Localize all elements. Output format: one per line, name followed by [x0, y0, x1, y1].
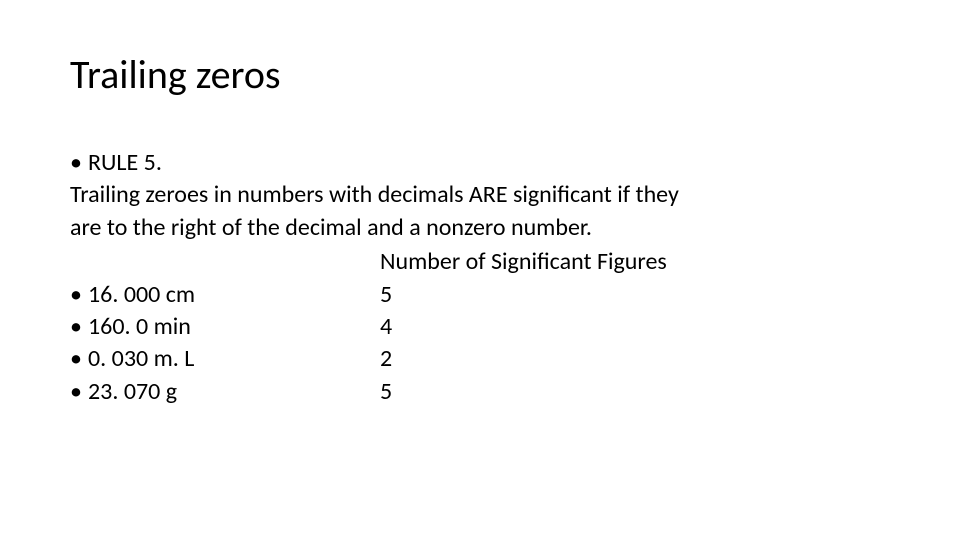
bullet-icon: • — [70, 279, 88, 311]
bullet-icon: • — [70, 376, 88, 408]
example-count: 2 — [380, 343, 392, 375]
bullet-icon: • — [70, 343, 88, 375]
slide-body: • RULE 5. Trailing zeroes in numbers wit… — [70, 147, 890, 408]
header-spacer — [70, 246, 380, 278]
example-value: 160. 0 min — [88, 311, 191, 343]
rule-label: RULE 5. — [88, 147, 162, 179]
example-value: 16. 000 cm — [88, 279, 195, 311]
rule-text-line-2: are to the right of the decimal and a no… — [70, 212, 890, 244]
example-value: 0. 030 m. L — [88, 343, 194, 375]
example-row: • 23. 070 g 5 — [70, 376, 890, 408]
example-count: 4 — [380, 311, 392, 343]
rule-text-line-1: Trailing zeroes in numbers with decimals… — [70, 179, 890, 211]
example-row: • 160. 0 min 4 — [70, 311, 890, 343]
example-count: 5 — [380, 376, 392, 408]
bullet-icon: • — [70, 311, 88, 343]
slide-title: Trailing zeros — [70, 50, 890, 99]
count-header-row: Number of Significant Figures — [70, 246, 890, 278]
count-header: Number of Significant Figures — [380, 246, 667, 278]
example-row: • 16. 000 cm 5 — [70, 279, 890, 311]
rule-bullet-line: • RULE 5. — [70, 147, 890, 179]
example-count: 5 — [380, 279, 392, 311]
example-row: • 0. 030 m. L 2 — [70, 343, 890, 375]
bullet-icon: • — [70, 147, 88, 179]
example-value: 23. 070 g — [88, 376, 177, 408]
slide: Trailing zeros • RULE 5. Trailing zeroes… — [0, 0, 960, 540]
